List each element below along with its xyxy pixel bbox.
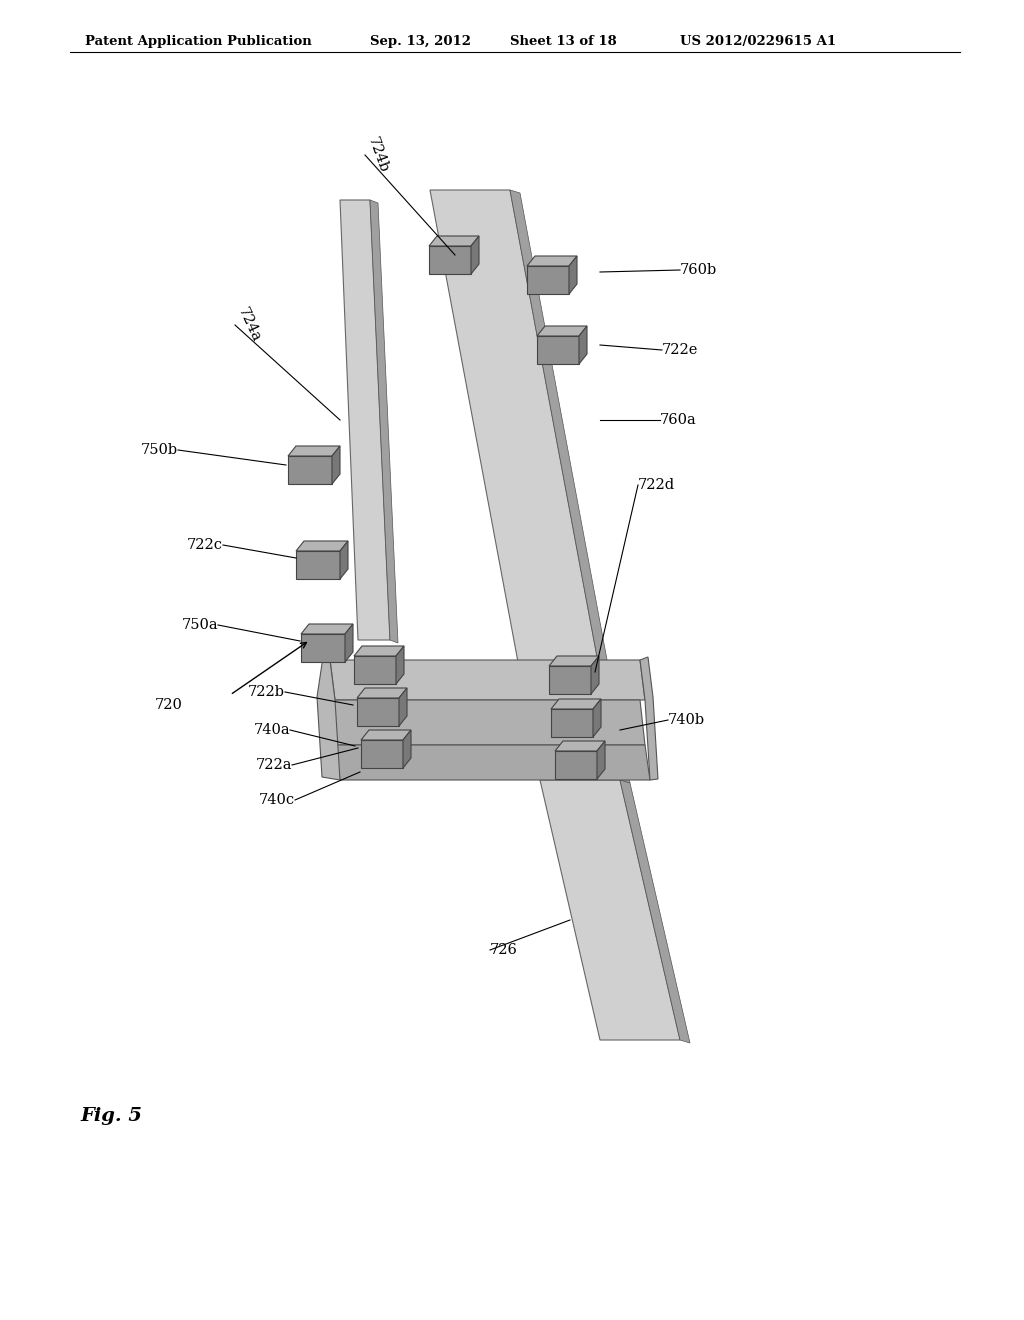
Polygon shape [288,455,332,484]
Polygon shape [640,657,658,780]
Polygon shape [555,741,605,751]
Polygon shape [357,698,399,726]
Text: 760b: 760b [680,263,717,277]
Polygon shape [354,656,396,684]
Polygon shape [330,660,645,700]
Text: 722a: 722a [256,758,292,772]
Text: Sep. 13, 2012: Sep. 13, 2012 [370,36,471,48]
Polygon shape [555,751,597,779]
Polygon shape [288,446,340,455]
Polygon shape [429,236,479,246]
Polygon shape [332,446,340,484]
Polygon shape [597,741,605,779]
Polygon shape [370,201,398,643]
Polygon shape [357,688,407,698]
Polygon shape [399,688,407,726]
Polygon shape [593,700,601,737]
Text: 722c: 722c [187,539,223,552]
Polygon shape [569,256,577,294]
Polygon shape [301,634,345,663]
Text: 722d: 722d [638,478,675,492]
Polygon shape [330,700,645,744]
Text: 726: 726 [490,942,518,957]
Text: 740b: 740b [668,713,706,727]
Polygon shape [537,326,587,337]
Polygon shape [340,201,390,640]
Text: 724b: 724b [365,135,391,174]
Polygon shape [345,624,353,663]
Polygon shape [527,256,577,267]
Polygon shape [317,657,340,780]
Polygon shape [340,541,348,579]
Text: 740c: 740c [259,793,295,807]
Polygon shape [396,645,404,684]
Text: 720: 720 [155,698,183,711]
Polygon shape [335,744,650,780]
Polygon shape [429,246,471,275]
Polygon shape [301,624,353,634]
Polygon shape [471,236,479,275]
Polygon shape [361,741,403,768]
Text: US 2012/0229615 A1: US 2012/0229615 A1 [680,36,837,48]
Polygon shape [591,656,599,694]
Polygon shape [551,700,601,709]
Polygon shape [510,190,630,783]
Text: 740a: 740a [253,723,290,737]
Polygon shape [403,730,411,768]
Text: 722b: 722b [248,685,285,700]
Polygon shape [361,730,411,741]
Polygon shape [354,645,404,656]
Polygon shape [430,190,620,780]
Polygon shape [296,541,348,550]
Text: Patent Application Publication: Patent Application Publication [85,36,311,48]
Text: 724a: 724a [234,305,263,345]
Text: Fig. 5: Fig. 5 [80,1107,142,1125]
Polygon shape [549,667,591,694]
Polygon shape [551,709,593,737]
Polygon shape [537,337,579,364]
Text: 750a: 750a [181,618,218,632]
Polygon shape [527,267,569,294]
Polygon shape [579,326,587,364]
Text: 722e: 722e [662,343,698,356]
Text: Sheet 13 of 18: Sheet 13 of 18 [510,36,616,48]
Polygon shape [549,656,599,667]
Polygon shape [540,780,680,1040]
Text: 760a: 760a [660,413,696,426]
Text: 750b: 750b [141,444,178,457]
Polygon shape [296,550,340,579]
Polygon shape [620,780,690,1043]
